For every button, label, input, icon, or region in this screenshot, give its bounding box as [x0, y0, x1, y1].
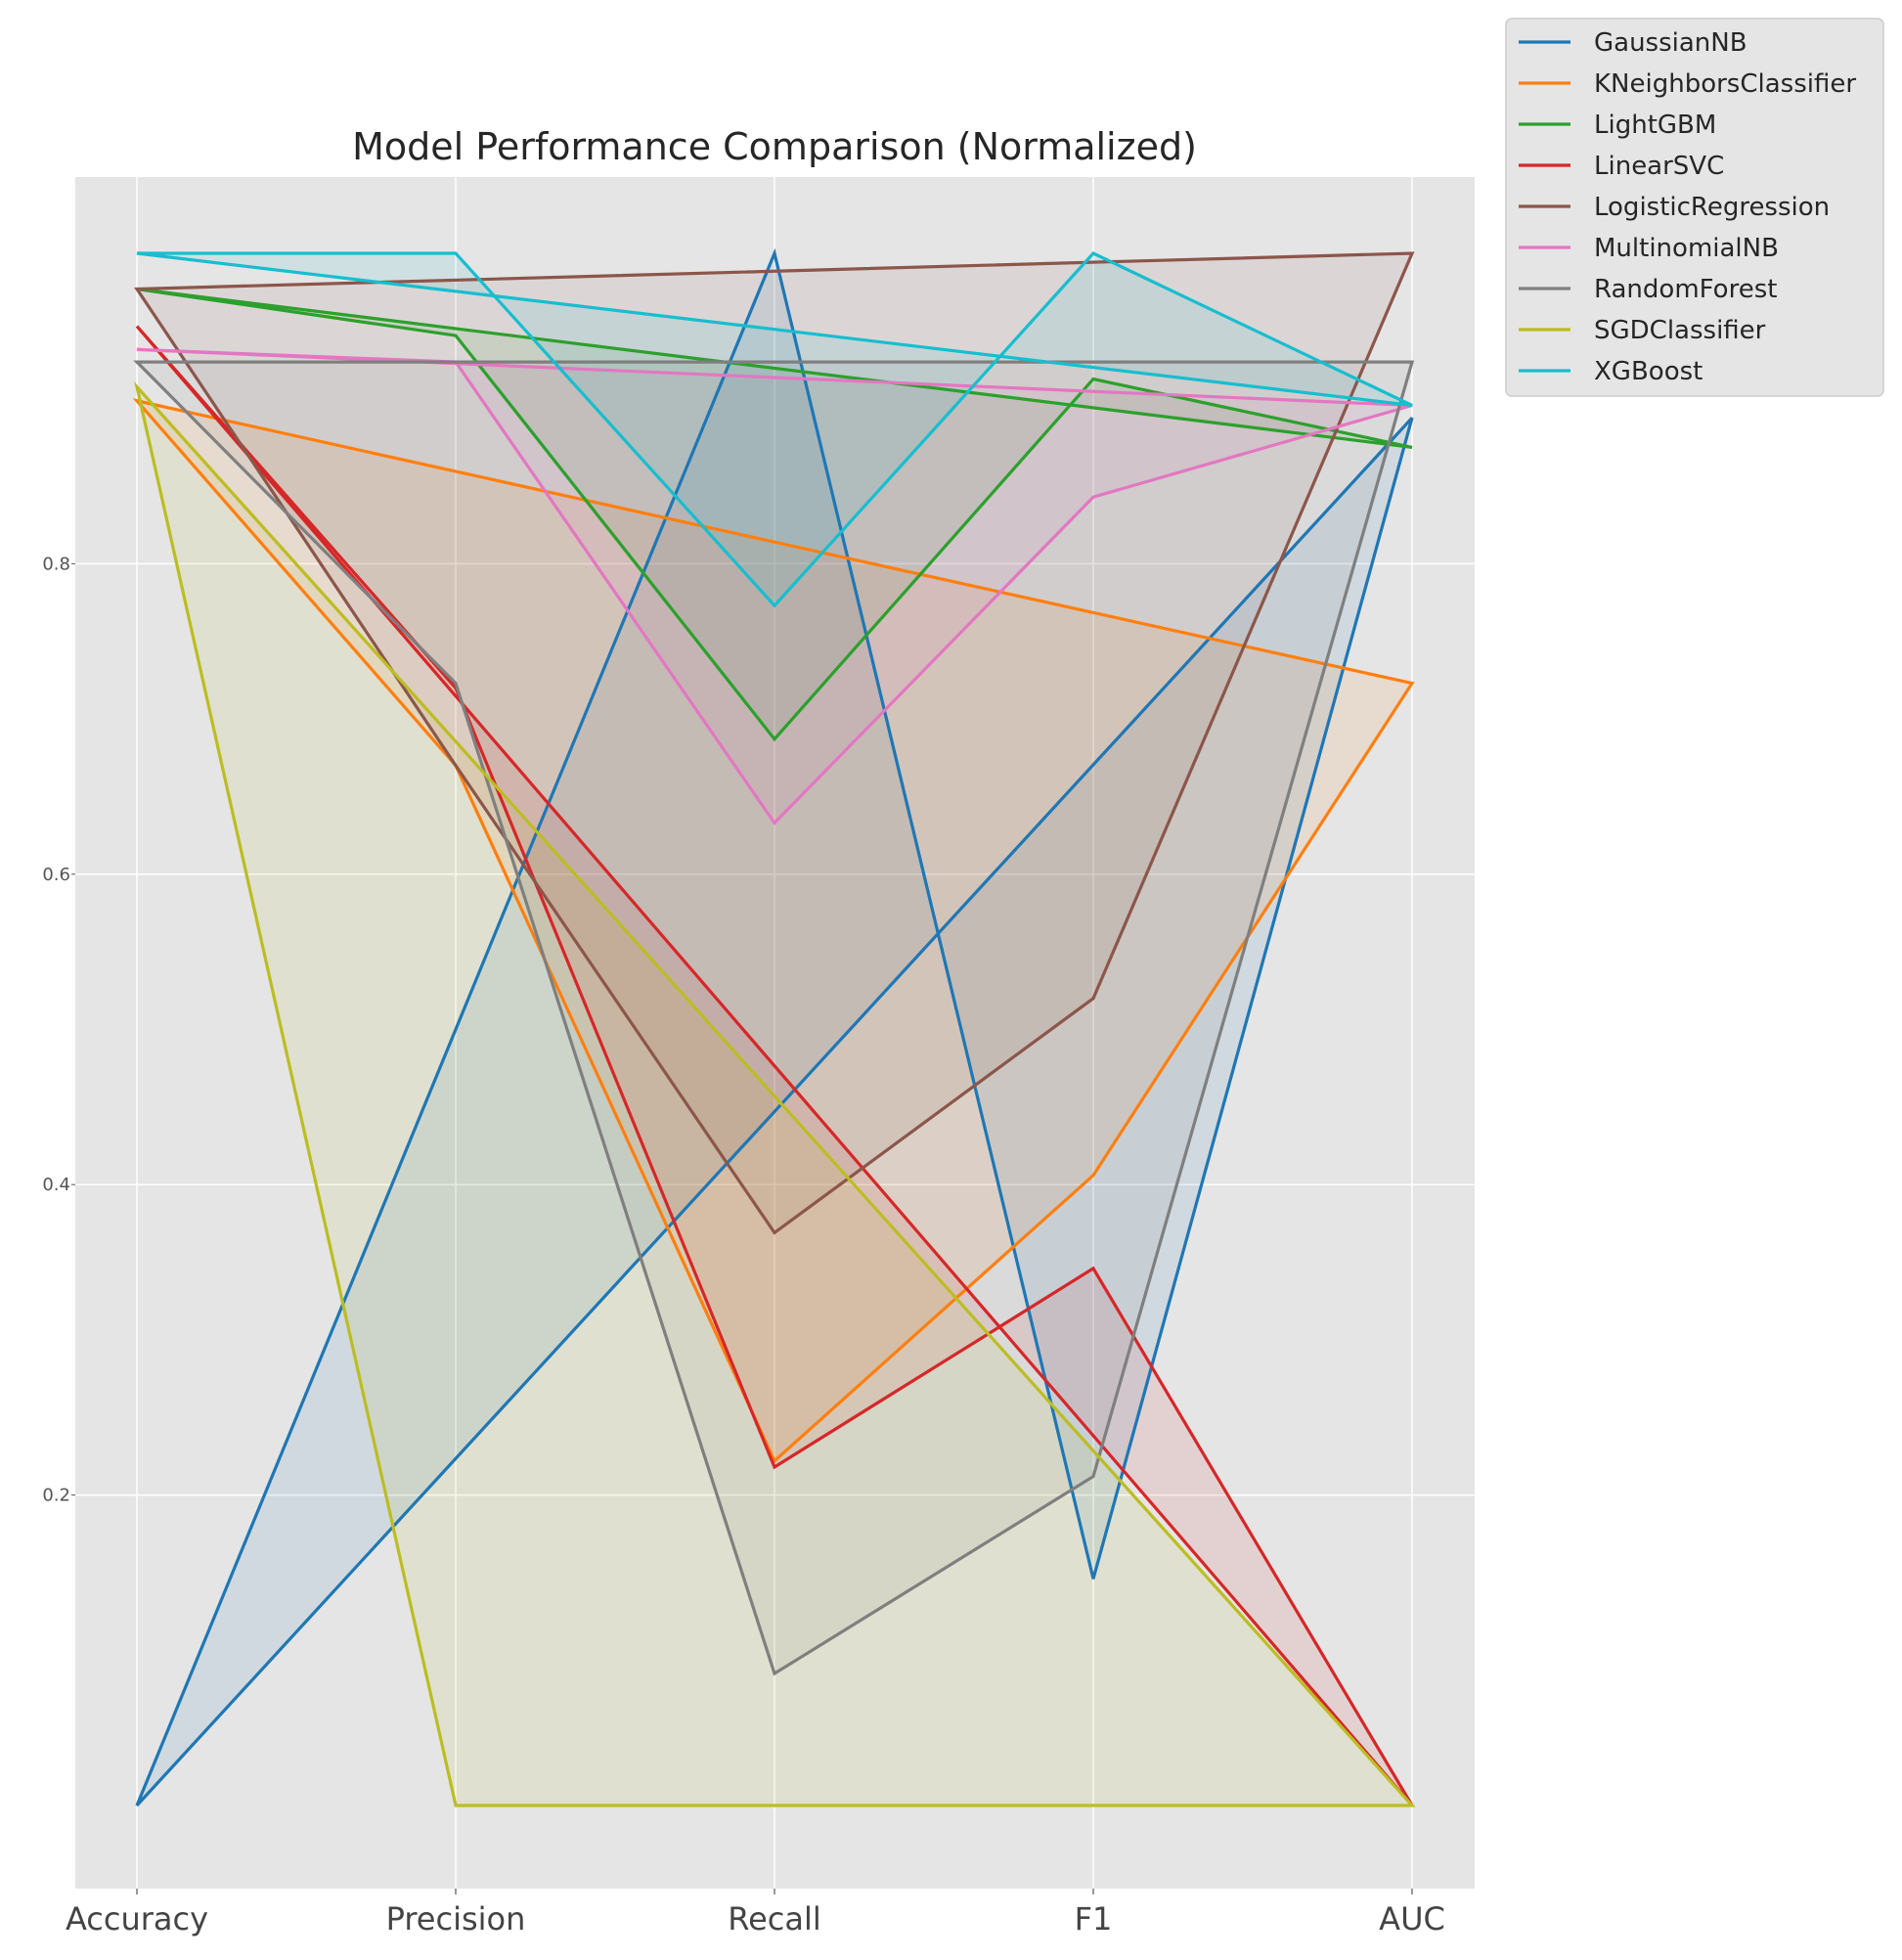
chart-title: Model Performance Comparison (Normalized… [352, 125, 1197, 168]
legend-label: KNeighborsClassifier [1594, 69, 1856, 99]
series-line-8 [136, 251, 1413, 608]
x-tick-label: Accuracy [66, 1900, 208, 1938]
x-tick-label: Recall [728, 1900, 820, 1938]
legend-label: SGDClassifier [1594, 316, 1766, 345]
x-tick-label: Precision [386, 1900, 526, 1938]
x-tick-label: AUC [1379, 1900, 1445, 1938]
y-tick-label: 0.4 [42, 1175, 70, 1195]
y-tick-label: 0.2 [42, 1486, 70, 1506]
series-line-2 [136, 287, 1413, 742]
y-tick-label: 0.8 [42, 554, 70, 574]
y-tick-label: 0.6 [42, 865, 70, 885]
legend-label: LogisticRegression [1594, 193, 1830, 222]
series-fill-8 [137, 253, 1412, 606]
legend: GaussianNB KNeighborsClassifier LightGBM Li… [1505, 18, 1884, 397]
legend-label: MultinomialNB [1594, 234, 1779, 263]
legend-box [1505, 18, 1884, 397]
legend-label: LightGBM [1594, 111, 1716, 140]
legend-label: GaussianNB [1594, 28, 1747, 58]
series-line-1 [132, 398, 1415, 1464]
grid [75, 177, 1475, 1889]
series-line-0 [135, 247, 1414, 1807]
series-fill-5 [137, 349, 1412, 824]
series-fill-6 [137, 362, 1412, 1674]
series-fill-2 [137, 289, 1412, 739]
series-line-4 [134, 251, 1415, 1235]
legend-label: XGBoost [1594, 357, 1703, 386]
legend-label: LinearSVC [1594, 152, 1724, 181]
x-tick-label: F1 [1075, 1900, 1113, 1938]
series-line-6 [133, 360, 1415, 1676]
series-line-7 [134, 380, 1416, 1807]
series-fill-1 [137, 400, 1412, 1461]
y-axis: 0.2 0.4 0.6 0.8 [42, 554, 75, 1506]
series-lines [132, 247, 1416, 1807]
series-fill-0 [137, 253, 1412, 1805]
series-line-5 [136, 347, 1413, 825]
legend-label: RandomForest [1594, 275, 1777, 304]
x-axis: Accuracy Precision Recall F1 AUC [66, 1889, 1445, 1938]
